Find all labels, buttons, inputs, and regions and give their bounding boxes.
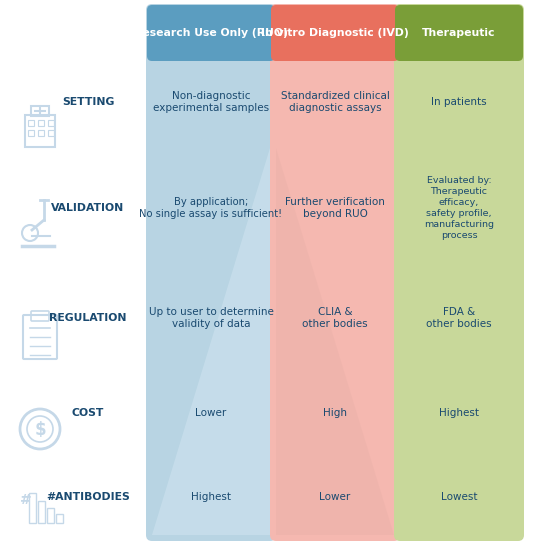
Text: COST: COST	[72, 408, 104, 418]
Text: VALIDATION: VALIDATION	[51, 203, 125, 213]
Text: Highest: Highest	[191, 492, 231, 502]
Text: CLIA &
other bodies: CLIA & other bodies	[302, 307, 368, 329]
Text: #: #	[20, 493, 32, 508]
Text: Lower: Lower	[320, 492, 351, 502]
Text: Lower: Lower	[195, 408, 227, 418]
Text: Research Use Only (RUO): Research Use Only (RUO)	[134, 28, 288, 38]
FancyBboxPatch shape	[270, 4, 400, 541]
Text: In vitro Diagnostic (IVD): In vitro Diagnostic (IVD)	[261, 28, 409, 38]
FancyBboxPatch shape	[395, 5, 523, 61]
FancyBboxPatch shape	[147, 5, 275, 61]
Text: In patients: In patients	[431, 97, 487, 107]
Text: Lowest: Lowest	[441, 492, 477, 502]
Text: By application;
No single assay is sufficient!: By application; No single assay is suffi…	[140, 197, 283, 219]
Text: REGULATION: REGULATION	[50, 313, 127, 323]
FancyBboxPatch shape	[146, 4, 276, 541]
Text: SETTING: SETTING	[62, 97, 114, 107]
Text: Highest: Highest	[439, 408, 479, 418]
Text: Further verification
beyond RUO: Further verification beyond RUO	[285, 197, 385, 219]
FancyBboxPatch shape	[394, 4, 524, 541]
Text: FDA &
other bodies: FDA & other bodies	[426, 307, 492, 329]
Text: Up to user to determine
validity of data: Up to user to determine validity of data	[148, 307, 273, 329]
Polygon shape	[152, 148, 270, 535]
FancyBboxPatch shape	[271, 5, 399, 61]
Text: Non-diagnostic
experimental samples: Non-diagnostic experimental samples	[153, 91, 269, 113]
Text: Standardized clinical
diagnostic assays: Standardized clinical diagnostic assays	[280, 91, 389, 113]
Text: Evaluated by:
Therapeutic
efficacy,
safety profile,
manufacturing
process: Evaluated by: Therapeutic efficacy, safe…	[424, 176, 494, 240]
Text: Therapeutic: Therapeutic	[422, 28, 496, 38]
Polygon shape	[276, 148, 394, 535]
Text: #ANTIBODIES: #ANTIBODIES	[46, 492, 130, 502]
Text: $: $	[34, 421, 46, 439]
Text: High: High	[323, 408, 347, 418]
